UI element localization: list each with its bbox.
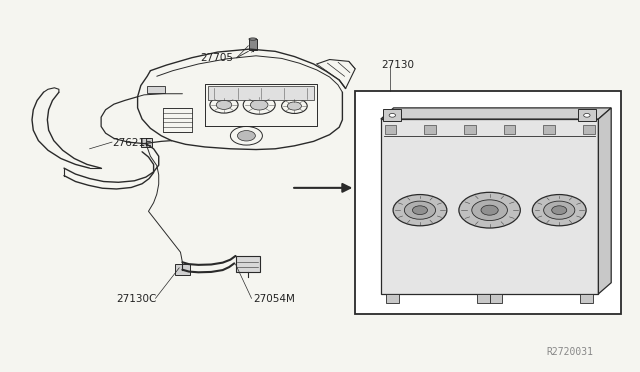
Bar [490, 294, 502, 303]
Circle shape [287, 102, 301, 110]
Bar [578, 109, 596, 121]
Bar [381, 119, 598, 294]
Text: R2720031: R2720031 [546, 347, 593, 356]
Bar [464, 125, 476, 134]
Circle shape [216, 100, 232, 109]
Circle shape [552, 206, 567, 215]
Bar [580, 294, 593, 303]
Bar [385, 125, 396, 134]
Bar [383, 109, 401, 121]
Circle shape [472, 200, 508, 221]
Circle shape [584, 113, 590, 117]
Polygon shape [381, 108, 611, 119]
Bar [355, 91, 621, 314]
Text: 27621E: 27621E [112, 138, 152, 148]
Circle shape [393, 195, 447, 226]
Bar [236, 256, 260, 272]
Bar [175, 264, 190, 275]
Circle shape [389, 113, 396, 117]
Circle shape [543, 201, 575, 219]
Text: 27130C: 27130C [116, 295, 157, 304]
Text: 27130: 27130 [381, 60, 414, 70]
Circle shape [481, 205, 498, 215]
Circle shape [532, 195, 586, 226]
Polygon shape [598, 108, 611, 294]
Bar [208, 86, 314, 100]
Bar [141, 138, 152, 147]
Text: 27054M: 27054M [253, 295, 294, 304]
Bar [424, 125, 436, 134]
Circle shape [250, 100, 268, 110]
Circle shape [237, 131, 255, 141]
Bar [477, 294, 490, 303]
Bar [583, 125, 595, 134]
Circle shape [404, 201, 436, 219]
Circle shape [412, 206, 428, 215]
Ellipse shape [249, 38, 257, 40]
Circle shape [459, 192, 520, 228]
Bar [543, 125, 555, 134]
Bar [163, 108, 192, 132]
Bar [147, 86, 165, 93]
Text: 27705: 27705 [200, 53, 234, 62]
Bar [386, 294, 399, 303]
Bar [249, 39, 257, 50]
Bar [504, 125, 515, 134]
